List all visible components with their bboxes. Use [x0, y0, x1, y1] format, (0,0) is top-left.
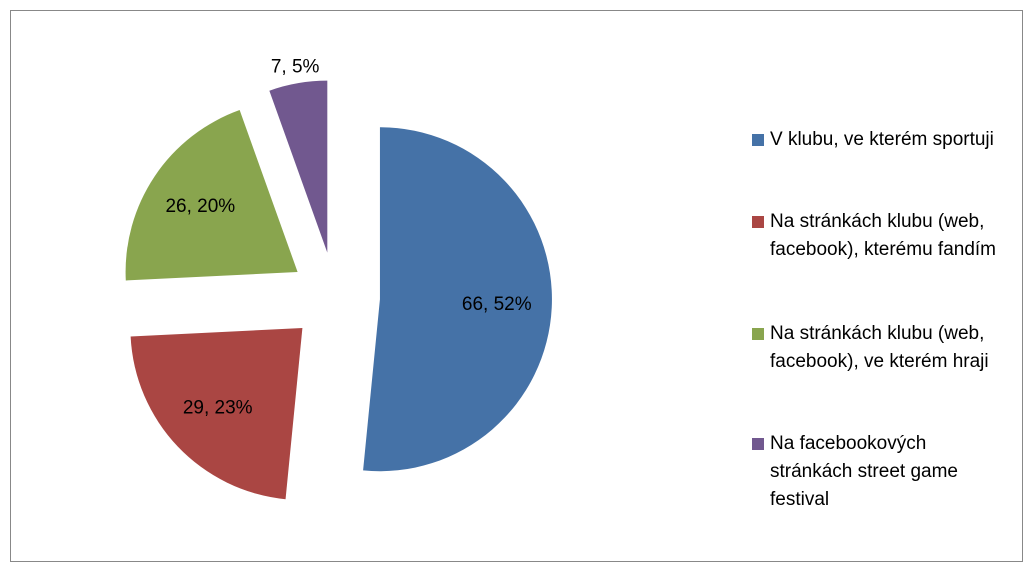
- legend-item: Na facebookových stránkách street game f…: [752, 430, 1002, 514]
- data-label: 7, 5%: [271, 56, 320, 77]
- data-label: 29, 23%: [183, 398, 253, 419]
- data-label: 66, 52%: [462, 294, 532, 315]
- legend-swatch: [752, 216, 764, 228]
- legend-swatch: [752, 438, 764, 450]
- pie-slice: [363, 127, 552, 472]
- legend-label: Na facebookových stránkách street game f…: [770, 433, 958, 510]
- legend-swatch: [752, 328, 764, 340]
- pie-slice: [130, 328, 303, 500]
- legend-swatch: [752, 134, 764, 146]
- data-label: 26, 20%: [165, 196, 235, 217]
- legend-item: Na stránkách klubu (web, facebook), kter…: [752, 208, 1002, 264]
- pie-slice: [269, 80, 328, 253]
- legend-label: Na stránkách klubu (web, facebook), ve k…: [770, 323, 989, 372]
- legend-label: Na stránkách klubu (web, facebook), kter…: [770, 211, 996, 260]
- chart-border: [10, 10, 1023, 562]
- legend-label: V klubu, ve kterém sportuji: [770, 129, 994, 150]
- pie-slice: [125, 110, 298, 281]
- legend-item: Na stránkách klubu (web, facebook), ve k…: [752, 320, 1002, 376]
- legend-item: V klubu, ve kterém sportuji: [752, 126, 1002, 154]
